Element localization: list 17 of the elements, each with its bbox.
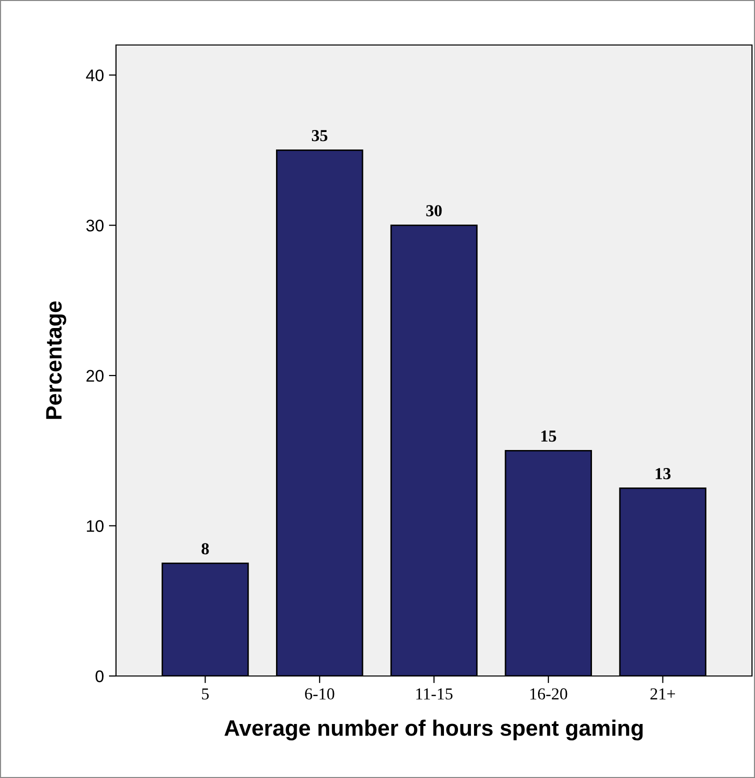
data-label: 8 [202,543,209,554]
data-label: 35 [312,130,328,142]
x-axis-title: Average number of hours spent gaming [224,720,643,740]
x-tick-label: 16-20 [530,688,568,700]
y-tick-label: 0 [96,670,104,682]
x-tick-label: 5 [202,688,209,700]
data-label: 15 [541,430,556,442]
y-tick-label: 30 [86,220,104,232]
y-tick-label: 40 [86,69,104,82]
data-label: 30 [426,205,442,216]
x-tick-label: 6-10 [305,688,334,700]
y-axis-title: Percentage [46,301,66,419]
y-tick-label: 10 [86,520,104,532]
x-tick-label: 21+ [650,688,675,700]
data-label: 13 [656,468,671,480]
x-tick-label: 11-15 [416,688,452,700]
y-tick-label: 20 [86,370,104,382]
